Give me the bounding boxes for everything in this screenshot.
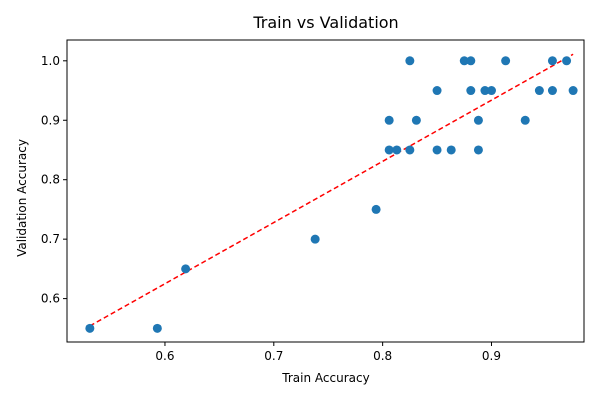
data-point [562, 56, 571, 65]
data-point [311, 235, 320, 244]
data-point [85, 324, 94, 333]
data-point [405, 56, 414, 65]
data-point [372, 205, 381, 214]
data-point [392, 145, 401, 154]
data-point [466, 86, 475, 95]
data-point [466, 56, 475, 65]
x-tick-label: 0.9 [482, 349, 501, 363]
data-point [433, 145, 442, 154]
y-tick-label: 0.6 [41, 292, 60, 306]
data-point [405, 145, 414, 154]
data-point [474, 116, 483, 125]
y-tick-label: 1.0 [41, 54, 60, 68]
data-point [501, 56, 510, 65]
data-point [535, 86, 544, 95]
x-tick-label: 0.7 [264, 349, 283, 363]
data-point [153, 324, 162, 333]
y-axis-label: Validation Accuracy [15, 139, 29, 257]
data-point [474, 145, 483, 154]
data-point [487, 86, 496, 95]
data-point [521, 116, 530, 125]
data-point [412, 116, 421, 125]
y-tick-label: 0.7 [41, 232, 60, 246]
data-point [569, 86, 578, 95]
chart-title: Train vs Validation [252, 13, 398, 32]
data-point [181, 264, 190, 273]
y-tick-label: 0.9 [41, 113, 60, 127]
data-point [548, 86, 557, 95]
data-point [447, 145, 456, 154]
x-tick-label: 0.8 [373, 349, 392, 363]
data-point [433, 86, 442, 95]
data-point [548, 56, 557, 65]
y-tick-label: 0.8 [41, 173, 60, 187]
x-tick-label: 0.6 [155, 349, 174, 363]
data-point [385, 116, 394, 125]
x-axis-label: Train Accuracy [281, 371, 369, 385]
